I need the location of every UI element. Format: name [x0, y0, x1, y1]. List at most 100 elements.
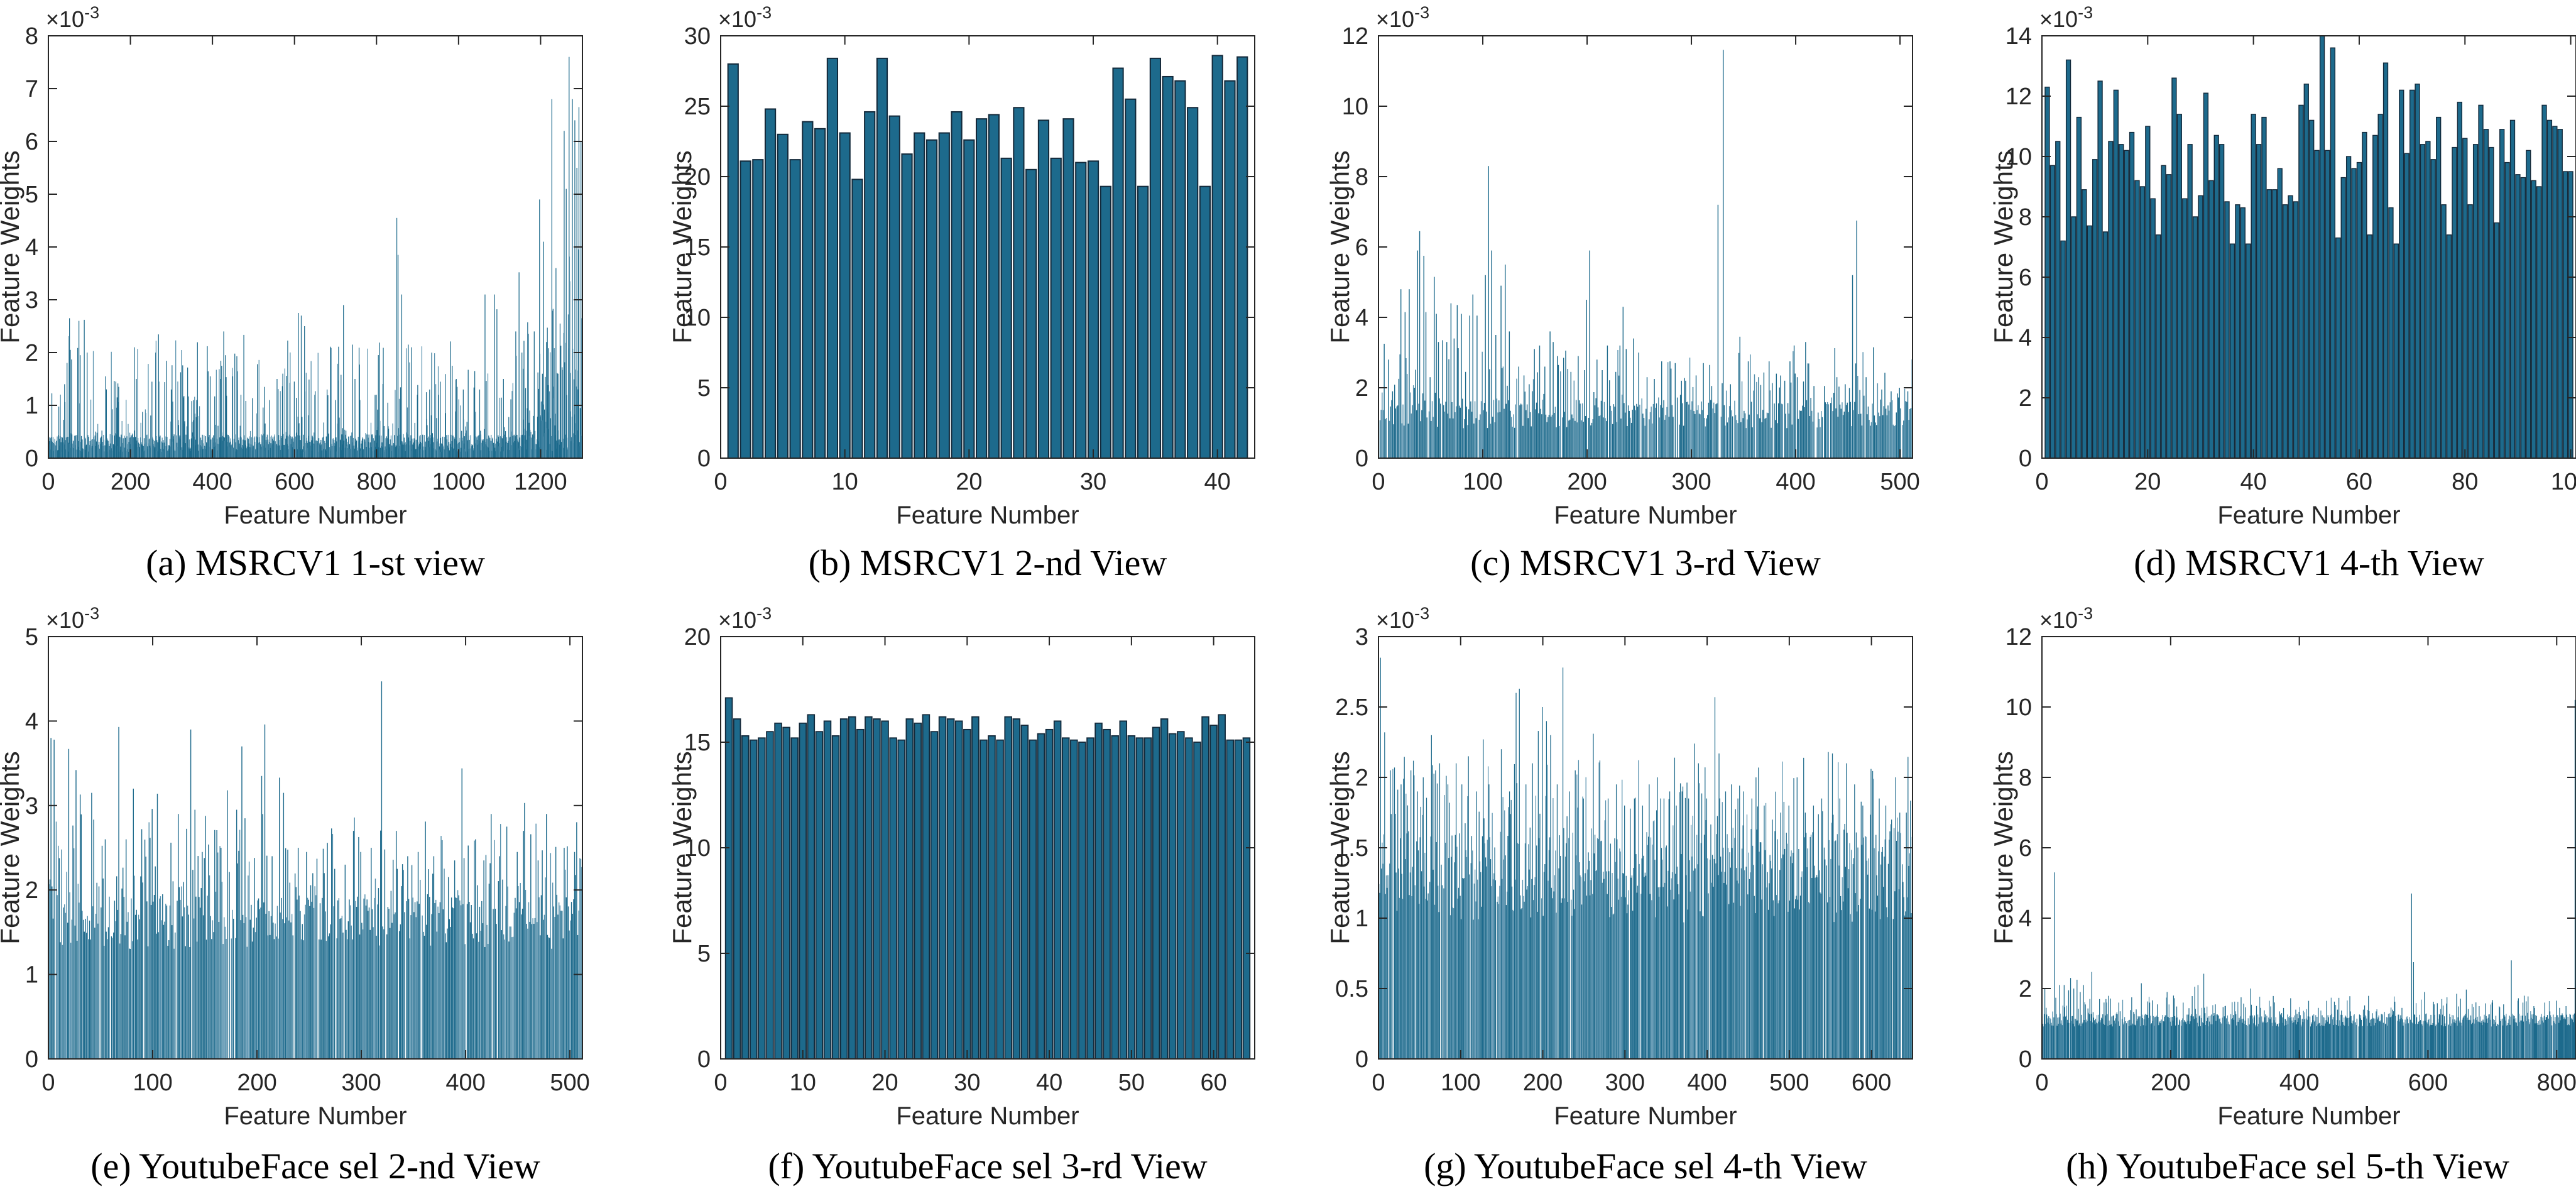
- bar: [283, 792, 285, 1059]
- bar: [94, 928, 96, 1059]
- x-tick-label: 100: [133, 1070, 172, 1096]
- bar: [1397, 789, 1399, 1059]
- bar: [80, 451, 82, 458]
- bar: [121, 888, 123, 1059]
- bar: [173, 436, 175, 458]
- bar: [2108, 995, 2109, 1059]
- bar: [914, 722, 922, 1060]
- bar: [851, 178, 863, 459]
- bar: [2367, 234, 2372, 459]
- y-axis-label: Feature Weights: [0, 150, 25, 343]
- bar: [364, 441, 366, 458]
- bar: [930, 731, 939, 1060]
- bar: [293, 381, 295, 458]
- bar: [129, 432, 131, 458]
- bar: [1767, 872, 1768, 1059]
- bar: [364, 894, 366, 1059]
- bar: [1541, 898, 1542, 1059]
- bar: [508, 941, 510, 1059]
- bar: [265, 914, 266, 1059]
- bar: [1519, 688, 1520, 1059]
- bar: [1403, 779, 1404, 1059]
- bar: [159, 898, 160, 1059]
- bar: [802, 121, 814, 459]
- bar: [2224, 201, 2230, 459]
- bar: [1544, 864, 1546, 1059]
- bar: [2406, 1016, 2408, 1059]
- bar: [1705, 426, 1706, 458]
- bar: [1907, 757, 1909, 1059]
- bar: [185, 434, 187, 458]
- bar: [2093, 1017, 2095, 1059]
- bar: [1454, 412, 1456, 458]
- bar: [309, 906, 310, 1059]
- bar: [71, 359, 72, 458]
- bar: [2242, 1019, 2244, 1059]
- bar: [2518, 998, 2519, 1059]
- bar: [525, 449, 527, 458]
- bar: [1546, 721, 1547, 1059]
- bar: [326, 451, 327, 458]
- bar: [183, 907, 185, 1059]
- bar: [1578, 760, 1580, 1059]
- bar: [339, 417, 340, 458]
- bar: [1894, 891, 1896, 1059]
- bar: [346, 446, 347, 458]
- bar: [555, 414, 556, 458]
- bar: [137, 939, 138, 1059]
- bar: [1462, 878, 1463, 1059]
- bar: [2124, 1017, 2126, 1059]
- bar: [53, 443, 54, 458]
- bar: [1807, 363, 1808, 458]
- bar: [1013, 107, 1025, 459]
- bar: [740, 160, 751, 459]
- bar: [2481, 1021, 2482, 1059]
- bar: [237, 863, 239, 1059]
- bar: [1718, 753, 1720, 1059]
- bar: [1053, 720, 1062, 1060]
- bar: [473, 450, 474, 458]
- bar: [232, 376, 234, 458]
- subplot-caption-f: (f) YoutubeFace sel 3-rd View: [768, 1146, 1208, 1186]
- y-tick-label: 10: [684, 305, 711, 331]
- bar: [1632, 409, 1633, 458]
- bar: [560, 442, 562, 458]
- bar: [2264, 1017, 2266, 1059]
- bar: [1538, 413, 1539, 458]
- bar: [143, 451, 144, 458]
- bar: [1400, 784, 1402, 1059]
- bar: [2364, 1005, 2366, 1059]
- bar: [1858, 905, 1859, 1059]
- bar: [2433, 1004, 2435, 1059]
- bar: [2211, 1014, 2212, 1059]
- bar: [2261, 116, 2267, 459]
- bar: [271, 856, 273, 1059]
- bar: [491, 451, 493, 458]
- bar: [2411, 893, 2412, 1059]
- bar: [1706, 798, 1708, 1059]
- bar: [142, 412, 143, 458]
- bar: [413, 912, 415, 1059]
- bar: [2164, 1015, 2166, 1059]
- subplot-caption-e: (e) YoutubeFace sel 2-nd View: [90, 1146, 540, 1186]
- bar: [117, 402, 119, 458]
- y-tick-label: 0: [2019, 446, 2032, 472]
- bar: [1767, 909, 1769, 1059]
- bar: [216, 830, 217, 1059]
- bar: [339, 447, 341, 458]
- bar: [489, 863, 491, 1059]
- bar: [1777, 903, 1779, 1059]
- bar: [186, 446, 187, 458]
- bar: [1774, 831, 1776, 1059]
- bar: [876, 57, 888, 459]
- bar: [2494, 1020, 2496, 1059]
- bar: [386, 436, 387, 458]
- bar: [523, 831, 524, 1059]
- bar: [204, 446, 205, 458]
- bar: [1427, 893, 1429, 1059]
- bar: [1417, 850, 1419, 1059]
- bar: [1906, 402, 1907, 458]
- bar: [2355, 1024, 2357, 1059]
- bar: [209, 435, 210, 458]
- bar: [1431, 401, 1433, 458]
